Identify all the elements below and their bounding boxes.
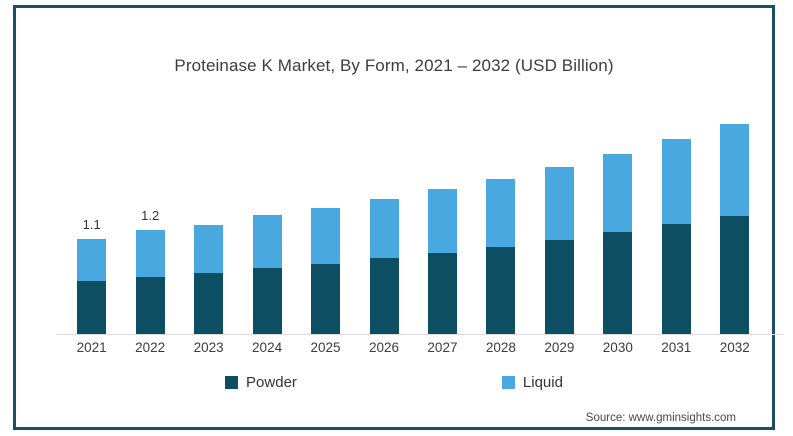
legend-item-powder: Powder (225, 374, 297, 391)
x-tick-label: 2028 (485, 340, 516, 355)
bar-group-2029 (544, 167, 574, 334)
bar-total-label: 1.2 (141, 208, 160, 223)
bar-segment-liquid (252, 215, 282, 268)
bar-group-2027 (427, 189, 457, 334)
bar-group-2025 (311, 208, 341, 334)
x-tick-label: 2032 (719, 340, 750, 355)
chart-frame: Proteinase K Market, By Form, 2021 – 203… (13, 5, 783, 430)
x-tick-label: 2021 (76, 340, 107, 355)
powder-swatch-icon (225, 376, 239, 389)
bar-segment-powder (544, 240, 574, 334)
bar-segment-powder (194, 273, 224, 334)
x-tick-label: 2024 (252, 340, 283, 355)
bar-group-2028 (486, 179, 516, 334)
bar-group-2030 (603, 154, 633, 334)
bar-group-2031 (661, 139, 691, 334)
bar-segment-liquid (77, 239, 107, 281)
bar-group-2032 (720, 124, 750, 334)
x-tick-label: 2023 (193, 340, 224, 355)
x-tick-label: 2029 (544, 340, 575, 355)
bar-group-2022 (135, 230, 165, 334)
bar-segment-powder (427, 253, 457, 334)
bar-group-2021 (77, 239, 107, 334)
legend: Powder Liquid (16, 374, 772, 391)
bar-segment-liquid (661, 139, 691, 224)
x-tick-label: 2022 (135, 340, 166, 355)
bar-segment-powder (311, 264, 341, 334)
bar-segment-liquid (486, 179, 516, 247)
x-tick-label: 2026 (368, 340, 400, 355)
bar-segment-liquid (311, 208, 341, 264)
bar-segment-liquid (369, 199, 399, 258)
bar-group-2023 (194, 225, 224, 334)
bar-segment-liquid (720, 124, 750, 216)
liquid-swatch-icon (501, 376, 515, 389)
bar-segment-powder (77, 281, 107, 334)
bar-total-label: 1.1 (82, 217, 101, 232)
source-text: Source: www.gminsights.com (585, 412, 736, 424)
bar-group-2026 (369, 199, 399, 334)
bar-segment-powder (135, 277, 165, 334)
bar-segment-powder (720, 216, 750, 334)
legend-label-powder: Powder (246, 374, 297, 391)
bar-group-2024 (252, 215, 282, 334)
x-tick-label: 2030 (602, 340, 633, 355)
x-tick-label: 2025 (310, 340, 341, 355)
bar-segment-liquid (603, 154, 633, 232)
bar-segment-powder (603, 232, 633, 334)
chart-title: Proteinase K Market, By Form, 2021 – 203… (174, 56, 614, 75)
bar-segment-liquid (544, 167, 574, 240)
plot-area: 1.1 2021 1.2 2022 2023 2024 2025 2026 2027 2028 20… (56, 106, 783, 355)
legend-item-liquid: Liquid (501, 374, 563, 391)
bar-segment-powder (486, 247, 516, 334)
bar-segment-powder (661, 224, 691, 334)
x-tick-label: 2027 (427, 340, 458, 355)
legend-label-liquid: Liquid (522, 374, 563, 391)
bar-segment-liquid (135, 230, 165, 277)
bar-segment-liquid (194, 225, 224, 273)
bar-segment-liquid (427, 189, 457, 253)
bar-segment-powder (252, 268, 282, 334)
x-tick-label: 2031 (661, 340, 692, 355)
bar-segment-powder (369, 258, 399, 334)
